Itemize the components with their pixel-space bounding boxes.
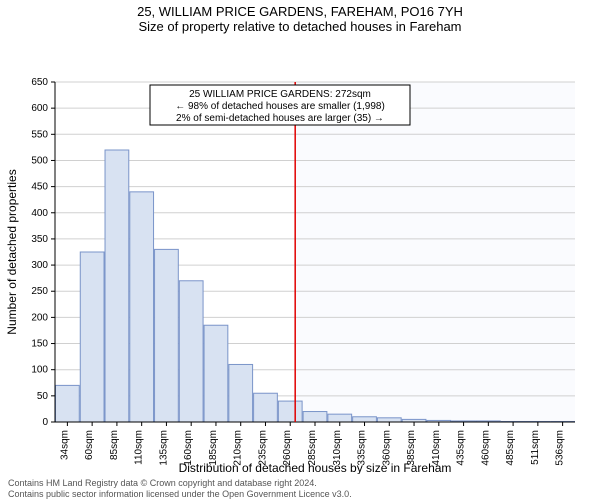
svg-text:300: 300	[31, 260, 48, 271]
page-subtitle: Size of property relative to detached ho…	[0, 19, 600, 34]
histogram-bar	[229, 364, 253, 422]
svg-text:85sqm: 85sqm	[109, 430, 120, 460]
footnote-line-1: Contains HM Land Registry data © Crown c…	[8, 478, 594, 489]
svg-text:60sqm: 60sqm	[84, 430, 95, 460]
svg-text:550: 550	[31, 129, 48, 140]
svg-text:435sqm: 435sqm	[456, 430, 467, 466]
footnote-line-2: Contains public sector information licen…	[8, 489, 594, 500]
marker-region	[295, 82, 575, 422]
svg-text:110sqm: 110sqm	[134, 430, 145, 465]
svg-text:536sqm: 536sqm	[555, 430, 566, 466]
histogram-bar	[80, 252, 104, 422]
histogram-bar	[56, 385, 80, 422]
annotation-line-3: 2% of semi-detached houses are larger (3…	[176, 113, 384, 124]
svg-text:150: 150	[31, 339, 48, 350]
svg-text:400: 400	[31, 208, 48, 219]
svg-text:250: 250	[31, 286, 48, 297]
svg-text:100: 100	[31, 365, 48, 376]
y-axis-label: Number of detached properties	[5, 169, 19, 334]
svg-text:511sqm: 511sqm	[530, 430, 541, 465]
histogram-bar	[353, 417, 377, 422]
histogram-bar	[328, 414, 352, 422]
histogram-chart: 0 50 100 150 200 250 300 350 400 450 500 550 600 650 3…	[0, 34, 600, 474]
x-axis-label: Distribution of detached houses by size …	[179, 461, 452, 474]
histogram-bar	[204, 325, 228, 422]
svg-text:485sqm: 485sqm	[505, 430, 516, 466]
histogram-bar	[303, 412, 327, 422]
histogram-bar	[105, 150, 129, 422]
annotation-line-2: ← 98% of detached houses are smaller (1,…	[175, 101, 385, 112]
svg-text:600: 600	[31, 103, 48, 114]
svg-text:460sqm: 460sqm	[480, 430, 491, 466]
svg-text:34sqm: 34sqm	[59, 430, 70, 460]
svg-text:450: 450	[31, 182, 48, 193]
svg-text:500: 500	[31, 155, 48, 166]
svg-text:650: 650	[31, 77, 48, 88]
page-address: 25, WILLIAM PRICE GARDENS, FAREHAM, PO16…	[0, 0, 600, 19]
histogram-bar	[179, 281, 203, 422]
svg-text:50: 50	[37, 391, 49, 402]
svg-text:135sqm: 135sqm	[158, 430, 169, 466]
histogram-bar	[377, 418, 401, 422]
svg-text:350: 350	[31, 234, 48, 245]
svg-text:200: 200	[31, 312, 48, 323]
histogram-bar	[278, 401, 302, 422]
histogram-bar	[254, 393, 278, 422]
svg-text:0: 0	[42, 417, 48, 428]
histogram-bar	[130, 192, 154, 422]
histogram-bar	[155, 249, 179, 422]
annotation-line-1: 25 WILLIAM PRICE GARDENS: 272sqm	[189, 89, 371, 100]
